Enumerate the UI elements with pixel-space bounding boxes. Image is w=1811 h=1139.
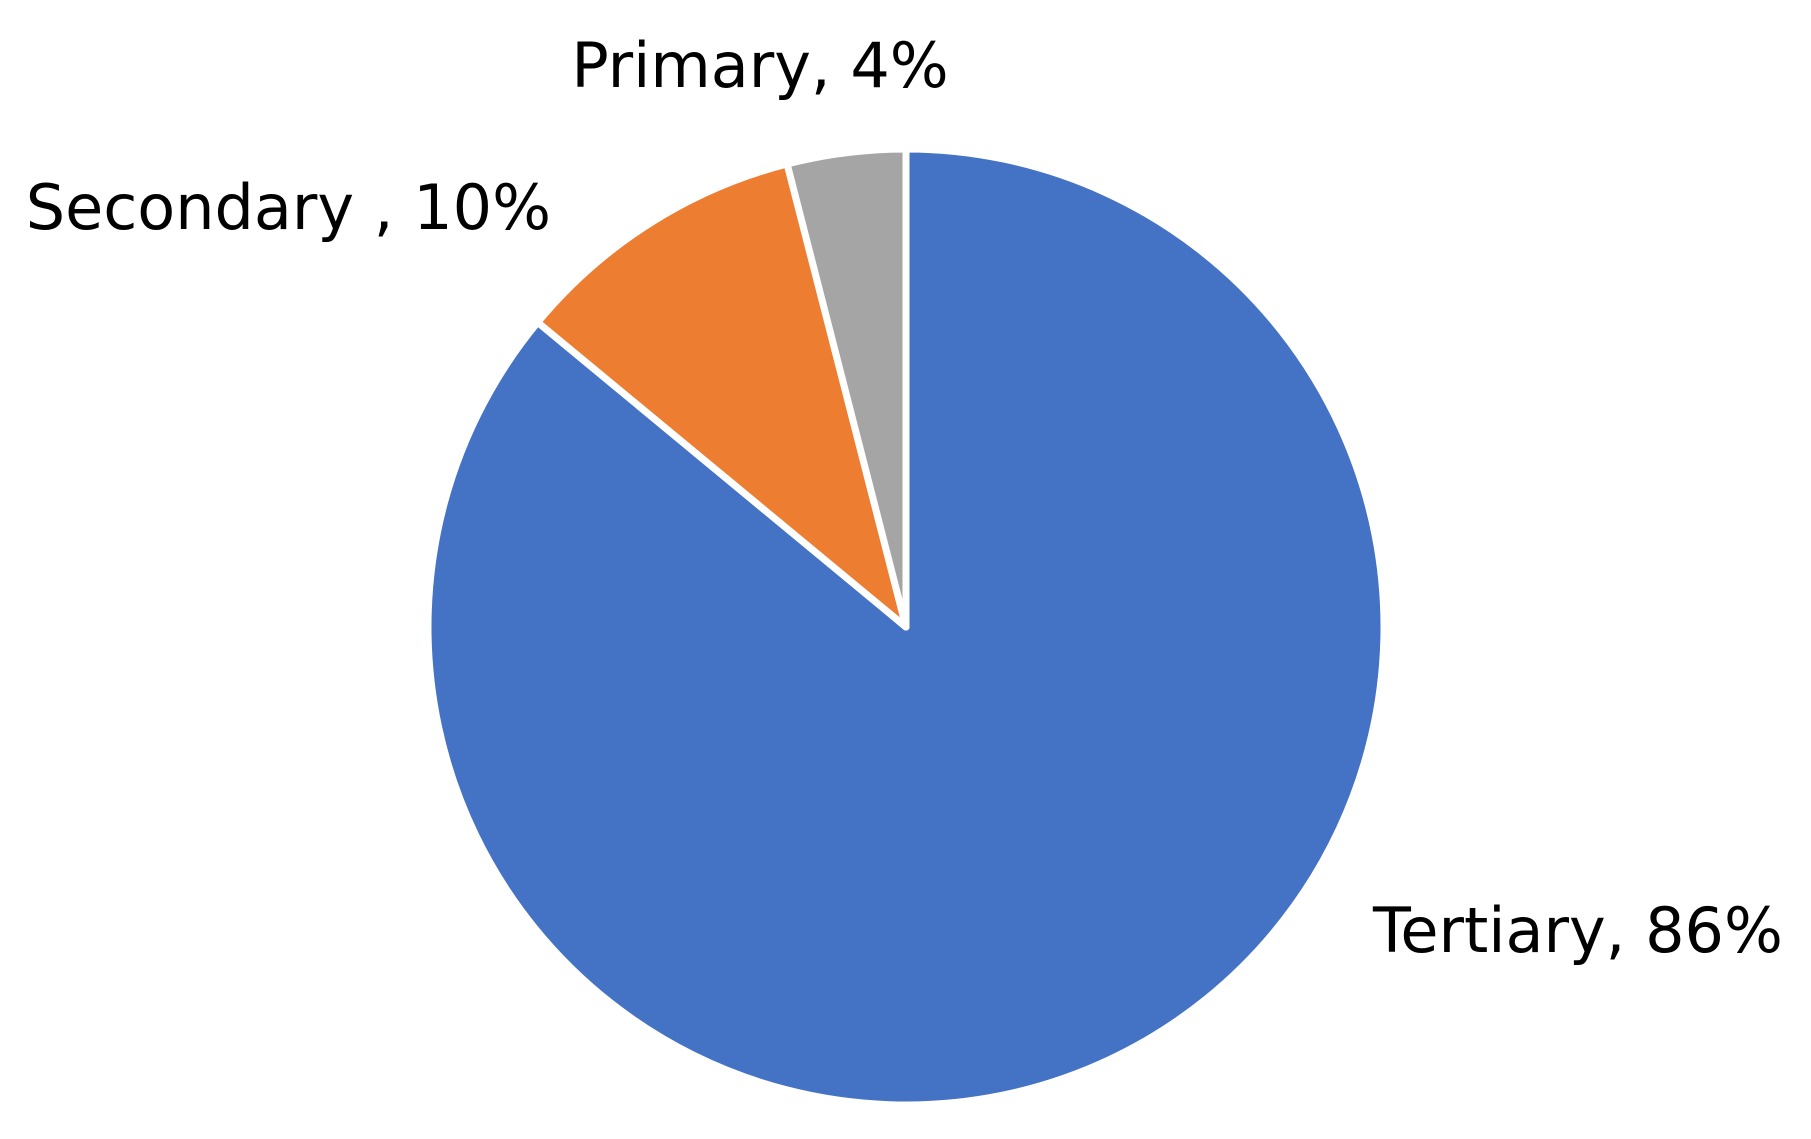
pie-slice [424, 145, 1388, 1109]
pie-slice [783, 145, 910, 631]
data-label: Secondary , 10% [26, 171, 551, 244]
data-label: Primary, 4% [571, 29, 948, 102]
data-label: Tertiary, 86% [1372, 894, 1783, 967]
